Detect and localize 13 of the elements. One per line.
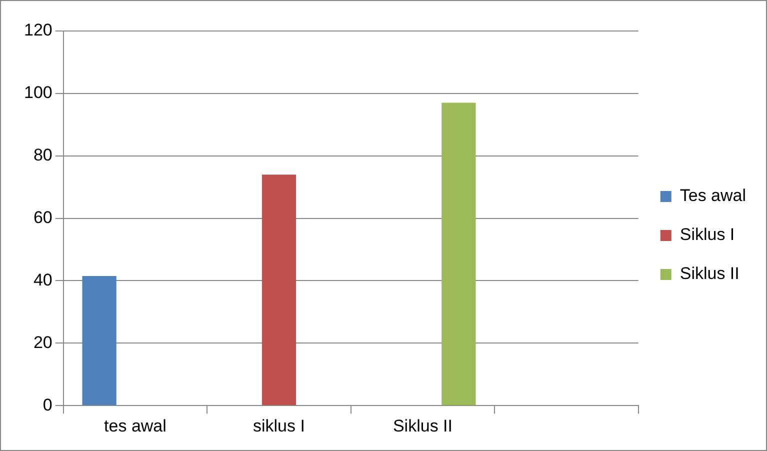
legend-label: Siklus II	[680, 264, 740, 284]
x-tick-label: tes awal	[104, 416, 166, 436]
y-tick-label: 60	[33, 208, 52, 227]
y-tick-label: 100	[24, 83, 52, 102]
y-tick-label: 40	[33, 270, 52, 290]
y-tick-label: 120	[24, 20, 52, 40]
legend-label: Tes awal	[680, 186, 746, 206]
y-tick-label: 20	[33, 332, 52, 352]
y-tick-label: 80	[33, 146, 52, 165]
y-tick-label: 0	[42, 395, 52, 414]
legend-label: Siklus I	[680, 225, 735, 244]
x-tick-label: Siklus II	[392, 416, 452, 436]
x-tick-label: siklus I	[253, 416, 305, 436]
